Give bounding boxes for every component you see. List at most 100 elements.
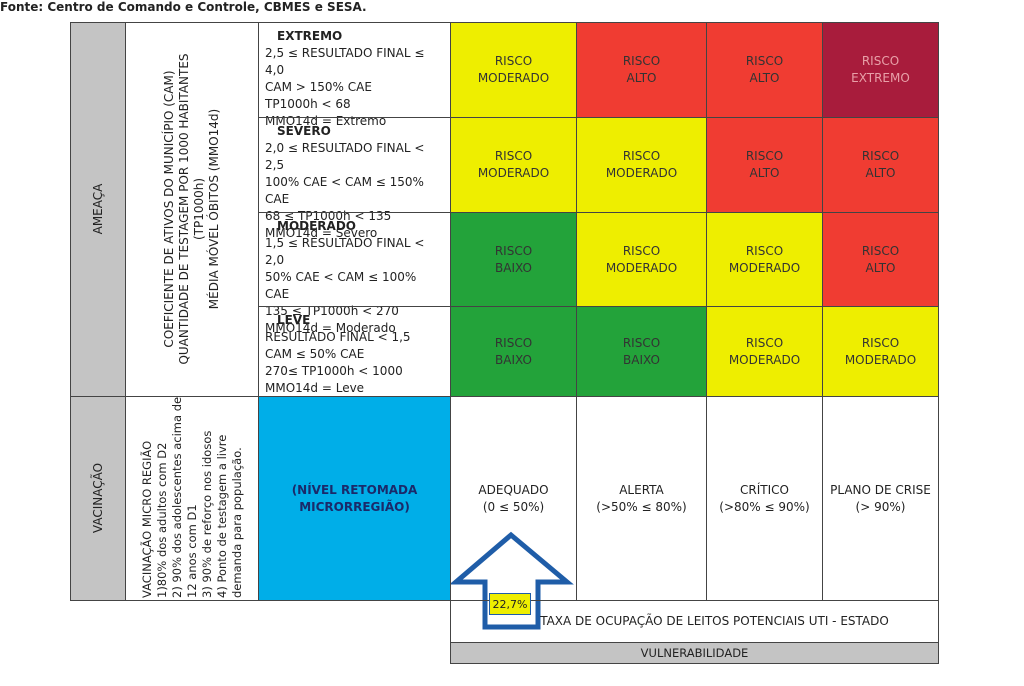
risk-label: RISCO [494,54,533,68]
vacc-level: MICRORREGIÃO) [299,499,410,514]
vacc-criterion: 1)80% dos adultos com D2 [154,442,169,598]
vacc-criterion: 12 anos com D1 [184,504,199,598]
level-title: SEVERO [277,124,331,138]
level-cell: EXTREMO 2,5 ≤ RESULTADO FINAL ≤ 4,0 CAM > … [258,22,451,128]
risk-label: RISCO [745,149,784,163]
risk-label: ALTO [749,71,780,85]
occupancy-range: (0 ≤ 50%) [482,499,545,514]
level-criterion: 270≤ TP1000h < 1000 [265,364,403,378]
occupancy-range: (> 90%) [855,499,906,514]
level-cell: MODERADO 1,5 ≤ RESULTADO FINAL < 2,0 50% C… [258,212,451,335]
occupancy-cell: CRÍTICO (>80% ≤ 90%) [706,396,823,601]
threat-label: AMEAÇA [88,149,108,269]
vacc-criterion: demanda para população. [229,447,244,598]
level-criterion: MMO14d = Moderado [265,321,396,335]
vacc-level-cell: (NÍVEL RETOMADA MICRORREGIÃO) [258,396,451,601]
vacc-criterion: 2) 90% dos adolescentes acima de [169,396,184,598]
occupancy-name: CRÍTICO [740,482,789,497]
level-title: MODERADO [277,219,356,233]
risk-cell: RISCO MODERADO [450,117,577,213]
risk-label: MODERADO [477,166,550,180]
indicator: COEFICIENTE DE ATIVOS DO MUNICÍPIO (CAM) [162,70,176,348]
vacc-criterion: 4) Ponto de testagem a livre [214,434,229,598]
risk-label: MODERADO [844,352,917,367]
level-criterion: 50% CAE < CAM ≤ 100% CAE [265,270,417,301]
risk-label: RISCO [494,149,533,163]
current-value: 22,7% [489,593,531,615]
risk-label: RISCO [861,335,900,350]
occupancy-name: ALERTA [619,482,664,497]
risk-cell: RISCO BAIXO [450,212,577,307]
risk-label: MODERADO [605,166,678,180]
vacc-label: VACINAÇÃO [88,438,108,558]
risk-label: ALTO [865,166,896,180]
risk-cell: RISCO MODERADO [450,22,577,118]
level-title: EXTREMO [277,29,343,43]
risk-cell: RISCO MODERADO [706,306,823,397]
occupancy-range: (>80% ≤ 90%) [719,499,810,514]
occupancy-range: (>50% ≤ 80%) [596,499,687,514]
level-criterion: 2,5 ≤ RESULTADO FINAL ≤ 4,0 [265,46,425,77]
risk-cell: RISCO ALTO [706,22,823,118]
risk-cell: RISCO MODERADO [822,306,939,397]
vacc-criterion: 3) 90% de reforço nos idosos [199,430,214,598]
risk-label: RISCO [494,243,533,258]
level-criterion: 135 ≤ TP1000h < 270 [265,304,399,318]
risk-label: EXTREMO [851,71,910,85]
risk-label: RISCO [622,54,661,68]
risk-label: ALTO [865,260,896,275]
risk-label: RISCO [494,335,533,350]
vacc-label-text: VACINAÇÃO [90,462,105,534]
level-criterion: MMO14d = Leve [265,381,365,395]
risk-cell: RISCO ALTO [822,212,939,307]
risk-cell: RISCO MODERADO [576,117,707,213]
risk-label: RISCO [861,149,900,163]
level-cell: LEVE RESULTADO FINAL < 1,5 CAM ≤ 50% CAE 27… [258,306,451,397]
risk-label: MODERADO [728,260,801,275]
level-cell: SEVERO 2,0 ≤ RESULTADO FINAL < 2,5 100% CA… [258,117,451,240]
threat-label-text: AMEAÇA [90,183,105,235]
risk-label: ALTO [749,166,780,180]
vacc-criterion: VACINAÇÃO MICRO REGIÃO [139,440,154,598]
risk-label: RISCO [861,54,900,68]
risk-cell: RISCO BAIXO [576,306,707,397]
vacc-label-cell [70,396,126,601]
occupancy-cell: PLANO DE CRISE (> 90%) [822,396,939,601]
source: Fonte: Centro de Comando e Controle, CBM… [0,0,367,14]
risk-cell: RISCO ALTO [576,22,707,118]
level-criterion: MMO14d = Severo [265,226,378,240]
level-criterion: TP1000h < 68 [265,97,351,111]
risk-label: RISCO [622,149,661,163]
risk-cell: RISCO ALTO [822,117,939,213]
risk-cell: RISCO MODERADO [706,212,823,307]
level-title: LEVE [277,313,311,327]
risk-label: RISCO [745,243,784,258]
level-criterion: CAM > 150% CAE [265,80,372,94]
vulnerability-label: VULNERABILIDADE [450,642,939,664]
occupancy-name: ADEQUADO [478,482,549,497]
level-criterion: 1,5 ≤ RESULTADO FINAL < 2,0 [265,236,425,267]
risk-label: RISCO [861,243,900,258]
occupancy-cell: ALERTA (>50% ≤ 80%) [576,396,707,601]
level-criterion: RESULTADO FINAL < 1,5 [265,330,411,344]
vacc-level: (NÍVEL RETOMADA [291,482,418,497]
risk-label: MODERADO [605,260,678,275]
vacc-criteria: VACINAÇÃO MICRO REGIÃO 1)80% dos adultos … [130,396,254,598]
level-criterion: 100% CAE < CAM ≤ 150% CAE [265,175,424,206]
level-criterion: CAM ≤ 50% CAE [265,347,365,361]
risk-label: MODERADO [728,352,801,367]
risk-label: BAIXO [495,352,532,367]
occupancy-name: PLANO DE CRISE [830,482,931,497]
risk-label: BAIXO [623,352,660,367]
risk-cell: RISCO BAIXO [450,306,577,397]
risk-cell: RISCO MODERADO [576,212,707,307]
risk-label: RISCO [745,335,784,350]
risk-label: RISCO [745,54,784,68]
occupancy-cell: ADEQUADO (0 ≤ 50%) [450,396,577,601]
risk-cell: RISCO EXTREMO [822,22,939,118]
risk-label: BAIXO [495,260,532,275]
risk-cell: RISCO ALTO [706,117,823,213]
risk-label: MODERADO [477,71,550,85]
risk-label: RISCO [622,335,661,350]
